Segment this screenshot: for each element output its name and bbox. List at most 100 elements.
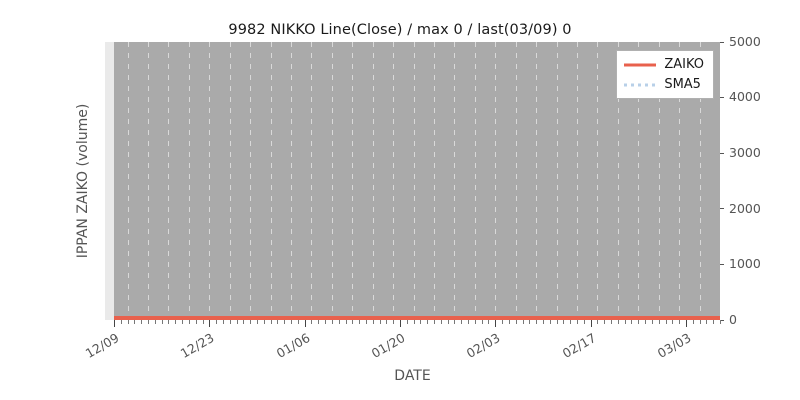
gridline-vertical <box>270 42 272 320</box>
x-axis-minor-tick <box>515 320 517 324</box>
gridline-vertical <box>515 42 517 320</box>
x-axis-tick-labels: 12/09 12/23 01/06 01/20 02/03 02/17 03/03 <box>83 330 720 370</box>
x-axis-major-tick <box>685 320 687 327</box>
x-axis-minor-tick <box>195 320 197 324</box>
x-axis-minor-tick <box>549 320 551 324</box>
legend-label-zaiko: ZAIKO <box>664 57 704 72</box>
x-axis-minor-tick <box>352 320 354 324</box>
x-axis-minor-tick <box>263 320 265 324</box>
y-axis-tick-label: 5000 <box>729 33 761 49</box>
x-axis-minor-tick <box>284 320 286 324</box>
x-axis-minor-tick <box>638 320 640 324</box>
x-axis-minor-tick <box>611 320 613 324</box>
gridline-vertical <box>209 42 211 320</box>
legend-item-zaiko[interactable]: ZAIKO <box>624 56 704 73</box>
x-axis-minor-tick <box>318 320 320 324</box>
x-axis-minor-tick <box>216 320 218 324</box>
x-axis-minor-tick <box>243 320 245 324</box>
x-axis-major-tick <box>304 320 306 327</box>
gridline-vertical <box>229 42 231 320</box>
gridline-vertical <box>434 42 436 320</box>
x-axis-minor-tick <box>331 320 333 324</box>
gridline-vertical <box>311 42 313 320</box>
gridline-vertical <box>250 42 252 320</box>
x-axis-minor-tick <box>134 320 136 324</box>
chart-legend: ZAIKO SMA5 <box>616 50 714 99</box>
x-axis-minor-tick <box>120 320 122 324</box>
gridline-vertical <box>188 42 190 320</box>
x-axis-minor-tick <box>222 320 224 324</box>
y-axis-tick-mark <box>720 208 724 210</box>
x-axis-minor-tick <box>236 320 238 324</box>
x-axis-minor-tick <box>427 320 429 324</box>
x-axis-minor-tick <box>291 320 293 324</box>
y-axis-tick-mark <box>720 263 724 265</box>
plot-left-margin <box>105 42 114 320</box>
y-axis-right: 0 1000 2000 3000 4000 5000 <box>720 35 798 325</box>
x-axis-minor-tick <box>365 320 367 324</box>
x-axis-tick-label: 02/17 <box>559 330 599 362</box>
x-axis-label: DATE <box>394 368 431 384</box>
x-axis-minor-tick <box>148 320 150 324</box>
x-axis-minor-tick <box>277 320 279 324</box>
x-axis-minor-tick <box>161 320 163 324</box>
x-axis-minor-tick <box>645 320 647 324</box>
x-axis-minor-tick <box>706 320 708 324</box>
x-axis-minor-tick <box>413 320 415 324</box>
gridline-vertical <box>127 42 129 320</box>
x-axis-minor-tick <box>570 320 572 324</box>
x-axis-minor-tick <box>229 320 231 324</box>
x-axis-minor-tick <box>188 320 190 324</box>
x-axis-minor-tick <box>481 320 483 324</box>
x-axis-minor-tick <box>325 320 327 324</box>
x-axis-minor-tick <box>474 320 476 324</box>
x-axis-minor-tick <box>502 320 504 324</box>
legend-label-sma5: SMA5 <box>664 77 701 92</box>
x-axis-minor-tick <box>604 320 606 324</box>
x-axis-minor-tick <box>583 320 585 324</box>
x-axis-minor-tick <box>597 320 599 324</box>
gridline-vertical <box>577 42 578 320</box>
y-axis-tick-label: 1000 <box>729 256 761 272</box>
y-axis-tick-label: 0 <box>729 311 737 327</box>
x-axis-minor-tick <box>720 320 721 324</box>
x-axis-minor-tick <box>508 320 510 324</box>
x-axis-tick-label: 02/03 <box>464 330 503 362</box>
x-axis-minor-tick <box>488 320 490 324</box>
x-axis-minor-tick <box>447 320 449 324</box>
legend-swatch-sma5-line-icon <box>624 80 657 90</box>
x-axis-minor-tick <box>256 320 258 324</box>
x-axis-minor-tick <box>529 320 531 324</box>
gridline-vertical <box>413 42 415 320</box>
x-axis-minor-tick <box>345 320 347 324</box>
x-axis-tick-label: 01/20 <box>368 330 408 362</box>
x-axis-minor-tick <box>563 320 565 324</box>
x-axis-minor-tick <box>617 320 619 324</box>
x-axis-minor-tick <box>297 320 299 324</box>
gridline-vertical <box>352 42 354 320</box>
x-axis-minor-tick <box>202 320 204 324</box>
chart-title: 9982 NIKKO Line(Close) / max 0 / last(03… <box>228 22 572 38</box>
x-axis-minor-tick <box>311 320 313 324</box>
x-axis-major-tick <box>399 320 401 327</box>
gridline-vertical <box>536 42 538 320</box>
x-axis-minor-tick <box>461 320 463 324</box>
x-axis-minor-tick <box>372 320 374 324</box>
x-axis-tick-label: 01/06 <box>273 330 313 362</box>
x-axis-minor-tick <box>468 320 470 324</box>
x-axis-minor-tick <box>359 320 361 324</box>
x-axis-minor-tick <box>127 320 129 324</box>
series-line-sma5 <box>114 317 720 319</box>
gridline-vertical <box>331 42 333 320</box>
y-axis-tick-mark <box>720 152 724 154</box>
gridline-vertical <box>454 42 456 320</box>
x-axis-minor-tick <box>536 320 538 324</box>
x-axis-ticks <box>105 320 721 328</box>
gridline-vertical <box>168 42 170 320</box>
x-axis-minor-tick <box>250 320 252 324</box>
x-axis-minor-tick <box>522 320 524 324</box>
x-axis-minor-tick <box>420 320 422 324</box>
legend-item-sma5[interactable]: SMA5 <box>624 76 704 93</box>
x-axis-minor-tick <box>182 320 184 324</box>
x-axis-minor-tick <box>393 320 395 324</box>
